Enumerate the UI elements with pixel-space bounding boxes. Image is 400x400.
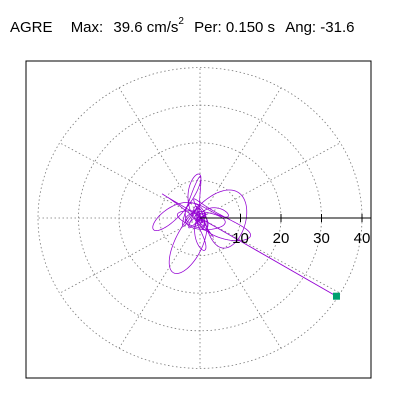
grid-spoke-60 bbox=[199, 87, 282, 219]
end-marker-layer bbox=[332, 292, 340, 300]
plot-frame bbox=[25, 60, 372, 379]
max-label: Max: bbox=[70, 19, 104, 36]
chart-header: AGRE Max: 39.6 cm/s2 Per: 0.150 s Ang: -… bbox=[10, 16, 355, 40]
radial-tick-label-40: 40 bbox=[354, 230, 371, 247]
period-value: 0.150 s bbox=[225, 19, 276, 36]
peak-direction-line bbox=[199, 217, 337, 297]
grid-spoke-30 bbox=[199, 142, 341, 219]
max-unit: cm/s bbox=[146, 19, 179, 36]
radial-tick-label-20: 20 bbox=[273, 230, 290, 247]
grid-spoke-120 bbox=[118, 87, 201, 219]
radial-axis: 10 20 30 40 bbox=[200, 214, 371, 247]
grid-spoke-300 bbox=[199, 217, 282, 349]
grid-spoke-210 bbox=[59, 217, 201, 294]
motion-trace bbox=[152, 173, 337, 297]
trace-path bbox=[152, 173, 251, 274]
grid-spoke-330 bbox=[199, 217, 341, 294]
angle-label: Ang: bbox=[285, 19, 317, 36]
radial-tick-label-10: 10 bbox=[232, 230, 249, 247]
angle-value: -31.6 bbox=[320, 19, 355, 36]
station-code: AGRE bbox=[10, 19, 53, 36]
end-point-marker bbox=[332, 292, 340, 300]
max-unit-exponent: 2 bbox=[178, 16, 184, 27]
period-label: Per: bbox=[194, 19, 222, 36]
max-value: 39.6 bbox=[113, 19, 143, 36]
grid-spoke-150 bbox=[59, 142, 201, 219]
grid-spoke-240 bbox=[118, 217, 201, 349]
radial-tick-label-30: 30 bbox=[313, 230, 330, 247]
